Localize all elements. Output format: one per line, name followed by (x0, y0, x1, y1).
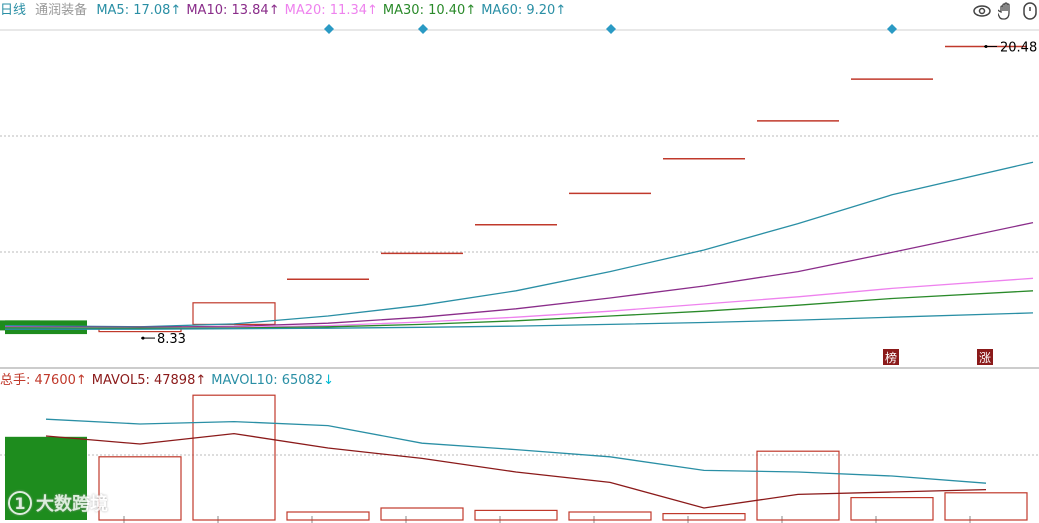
volume-bar-2 (192, 394, 276, 521)
ma-legend-item-1: MA10: 13.84↑ (186, 3, 280, 18)
volume-bar-9 (850, 497, 934, 521)
price-legend: 日线 通润装备 MA5: 17.08↑ MA10: 13.84↑ MA20: 11.… (0, 3, 576, 19)
toolbar (973, 2, 1039, 20)
watermark: 1 大数跨境 (8, 490, 108, 516)
volume-bar-5 (474, 509, 558, 521)
vol-legend-item-arrow-1: ↑ (195, 373, 207, 388)
high-pointer-dot (984, 44, 988, 48)
ma-legend-item-arrow-1: ↑ (268, 3, 280, 18)
volume-bar-6 (568, 511, 652, 521)
volume-bar-10 (944, 492, 1028, 521)
stock-name: 通润装备 (35, 3, 88, 18)
marker-diamond-0 (324, 24, 334, 34)
watermark-text: 大数跨境 (36, 494, 108, 515)
ma-legend-item-arrow-2: ↑ (367, 3, 378, 18)
volume-bar-7 (662, 512, 746, 521)
volume-legend: 总手: 47600↑ MAVOL5: 47898↑ MAVOL10: 65082↓ (0, 373, 344, 389)
high-label: 20.48 (1000, 40, 1037, 55)
low-label: 8.33 (157, 332, 186, 347)
ma-legend-item-arrow-3: ↑ (465, 3, 477, 18)
vol-legend-item-2: MAVOL10: 65082↓ (211, 373, 334, 388)
ma-legend-item-arrow-0: ↑ (170, 3, 182, 18)
volume-bar-8 (756, 450, 840, 521)
volume-bar-1 (98, 456, 182, 521)
marker-diamond-1 (418, 24, 428, 34)
vol-line-MAVOL5 (45, 432, 987, 509)
vol-legend-item-arrow-0: ↑ (75, 373, 87, 388)
ma-line-MA5 (4, 161, 1034, 328)
ma-line-MA10 (4, 221, 1034, 328)
vol-legend-item-1: MAVOL5: 47898↑ (91, 373, 207, 388)
ma-legend-item-0: MA5: 17.08↑ (96, 3, 182, 18)
ma-line-MA60 (5, 312, 1034, 330)
ma-line-MA30 (4, 290, 1034, 329)
ma-legend-item-2: MA20: 11.34↑ (284, 3, 378, 18)
vol-line-MAVOL10 (45, 418, 987, 484)
ma-legend-item-arrow-4: ↑ (555, 3, 567, 18)
volume-bar-3 (286, 511, 370, 521)
watermark-logo: 1 (8, 491, 32, 515)
ma-legend-item-3: MA30: 10.40↑ (382, 3, 477, 18)
low-pointer-dot (141, 336, 145, 340)
ma-legend-item-4: MA60: 9.20↑ (481, 3, 567, 18)
marker-diamond-2 (606, 24, 616, 34)
marker-diamond-3 (887, 24, 897, 34)
period-label: 日线 (0, 3, 27, 18)
tag-box-1 (977, 349, 993, 365)
vol-legend-item-arrow-2: ↓ (323, 373, 334, 388)
tag-box-0 (883, 349, 899, 365)
hand-icon[interactable] (997, 2, 1015, 20)
tag-text-1: 涨 (979, 350, 991, 365)
eye-icon[interactable] (973, 2, 991, 20)
volume-bar-4 (380, 507, 464, 521)
refresh-icon[interactable] (1021, 2, 1039, 20)
tag-text-0: 榜 (885, 350, 897, 365)
vol-legend-item-0: 总手: 47600↑ (0, 373, 87, 388)
